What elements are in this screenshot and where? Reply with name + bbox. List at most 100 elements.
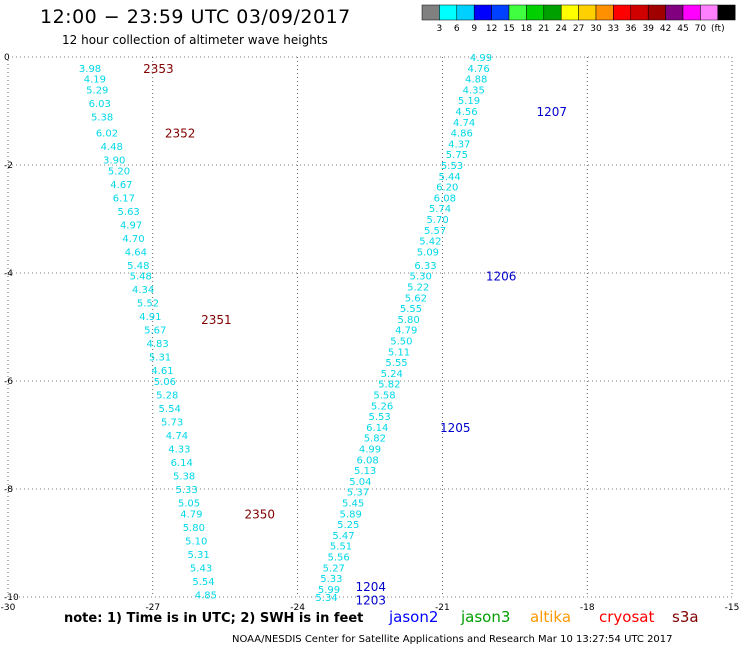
wave-height-east-track: 5.44 [439, 172, 461, 183]
satellite-altika: altika [530, 608, 572, 626]
y-axis-label: -2 [4, 161, 13, 171]
wave-height-west-track: 5.54 [159, 404, 181, 415]
colorbar-label: 3 [437, 24, 443, 34]
wave-height-east-track: 5.82 [364, 434, 386, 445]
y-axis-label: -10 [4, 593, 19, 603]
wave-height-west-track: 3.90 [103, 156, 125, 167]
wave-height-east-track: 5.99 [318, 585, 340, 596]
wave-height-west-track: 6.14 [171, 458, 193, 469]
colorbar-label: 36 [625, 24, 637, 34]
colorbar-label: 18 [521, 24, 533, 34]
wave-height-west-track: 4.19 [84, 75, 106, 86]
wave-height-west-track: 4.33 [168, 445, 190, 456]
color-legend: 3 6 9 12 15 18 21 24 27 30 33 36 39 42 45 70 (ft) [421, 4, 736, 34]
wave-height-west-track: 4.74 [166, 431, 188, 442]
wave-height-east-track: 5.11 [388, 347, 410, 358]
wave-height-west-track: 5.06 [154, 377, 176, 388]
colorbar-label: (ft) [711, 24, 725, 34]
x-axis-label: -24 [290, 603, 305, 610]
satellite-jason2: jason2 [389, 608, 439, 626]
wave-height-east-track: 5.55 [385, 358, 407, 369]
wave-height-west-track: 4.91 [139, 312, 161, 323]
wave-height-west-track: 5.38 [173, 472, 195, 483]
wave-height-east-track: 5.27 [323, 563, 345, 574]
wave-height-west-track: 4.64 [125, 247, 147, 258]
x-axis-label: -30 [1, 603, 16, 610]
wave-height-west-track: 4.97 [120, 220, 142, 231]
orbit-revolution-label: 2350 [245, 507, 276, 521]
satellite-s3a: s3a [672, 608, 699, 626]
colorbar-label: 15 [503, 24, 514, 34]
wave-height-east-track: 5.13 [354, 466, 376, 477]
wave-height-east-track: 6.33 [414, 261, 436, 272]
wave-height-east-track: 5.33 [320, 574, 342, 585]
wave-height-map: 0-2-4-6-8-10-30 -27 -24 -21 -18 -153.984.195.… [1, 53, 740, 610]
colorbar-label: 39 [642, 24, 654, 34]
orbit-revolution-label: 1205 [440, 421, 471, 435]
orbit-revolution-label: 1206 [486, 270, 517, 284]
wave-height-east-track: 5.37 [347, 488, 369, 499]
wave-height-west-track: 5.28 [156, 391, 178, 402]
wave-height-west-track: 4.70 [122, 234, 144, 245]
colorbar-label: 24 [555, 24, 567, 34]
orbit-revolution-label: 2351 [201, 313, 232, 327]
satellite-cryosat: cryosat [599, 608, 655, 626]
wave-height-west-track: 5.48 [127, 261, 149, 272]
wave-height-west-track: 4.61 [151, 366, 173, 377]
colorbar-swatch [717, 4, 736, 21]
x-axis-label: -21 [435, 603, 450, 610]
wave-height-west-track: 5.52 [137, 299, 159, 310]
wave-height-east-track: 4.37 [448, 139, 470, 150]
wave-height-west-track: 5.73 [161, 418, 183, 429]
y-axis-label: -4 [4, 269, 13, 279]
y-axis-label: -6 [4, 377, 13, 387]
orbit-revolution-label: 1207 [537, 105, 568, 119]
colorbar-label: 33 [608, 24, 619, 34]
wave-height-west-track: 4.34 [132, 285, 154, 296]
wave-height-east-track: 6.08 [434, 193, 456, 204]
wave-height-east-track: 4.99 [470, 53, 492, 64]
colorbar-label: 6 [454, 24, 460, 34]
wave-height-east-track: 5.30 [410, 272, 432, 283]
orbit-revolution-label: 2352 [165, 127, 196, 141]
wave-height-east-track: 5.45 [342, 499, 364, 510]
wave-height-east-track: 5.82 [378, 380, 400, 391]
colorbar-label: 30 [590, 24, 602, 34]
wave-height-east-track: 6.08 [356, 455, 378, 466]
footer-note: note: 1) Time is in UTC; 2) SWH is in fe… [64, 611, 364, 626]
wave-height-east-track: 5.80 [397, 315, 419, 326]
wave-height-east-track: 5.53 [441, 161, 463, 172]
wave-height-east-track: 5.74 [429, 204, 451, 215]
wave-height-east-track: 5.24 [381, 369, 403, 380]
wave-height-east-track: 5.34 [315, 593, 337, 604]
x-axis-label: -15 [725, 603, 740, 610]
wave-height-west-track: 5.48 [130, 272, 152, 283]
wave-height-west-track: 5.05 [178, 499, 200, 510]
wave-height-west-track: 6.17 [113, 193, 135, 204]
wave-height-east-track: 5.22 [407, 283, 429, 294]
wave-height-east-track: 5.25 [337, 520, 359, 531]
wave-height-east-track: 5.26 [371, 401, 393, 412]
wave-height-east-track: 4.76 [467, 64, 489, 75]
wave-height-west-track: 5.31 [149, 353, 171, 364]
wave-height-west-track: 5.20 [108, 166, 130, 177]
wave-height-east-track: 4.99 [359, 445, 381, 456]
wave-height-east-track: 4.88 [465, 75, 487, 86]
wave-height-west-track: 4.85 [195, 590, 217, 601]
orbit-revolution-label: 2353 [143, 62, 174, 76]
wave-height-east-track: 5.70 [426, 215, 448, 226]
wave-height-west-track: 5.29 [86, 85, 108, 96]
wave-height-east-track: 5.89 [340, 509, 362, 520]
wave-height-west-track: 5.38 [91, 112, 113, 123]
wave-height-east-track: 5.53 [369, 412, 391, 423]
wave-height-east-track: 5.58 [373, 391, 395, 402]
wave-height-west-track: 5.80 [183, 523, 205, 534]
wave-height-east-track: 4.86 [451, 129, 473, 140]
wave-height-east-track: 5.75 [446, 150, 468, 161]
wave-height-east-track: 5.56 [327, 553, 349, 564]
wave-height-west-track: 5.31 [188, 550, 210, 561]
wave-height-east-track: 5.50 [390, 337, 412, 348]
wave-height-west-track: 5.43 [190, 563, 212, 574]
wave-height-west-track: 4.83 [146, 339, 168, 350]
wave-height-west-track: 4.79 [180, 509, 202, 520]
